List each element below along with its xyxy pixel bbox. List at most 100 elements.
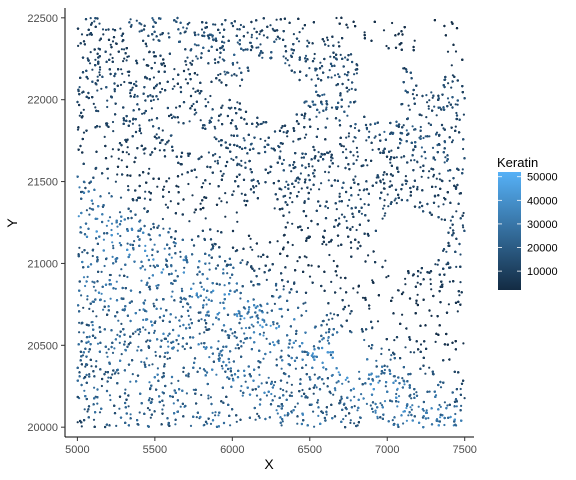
scatter-point [207,151,210,154]
scatter-point [300,187,303,190]
scatter-point [455,405,458,408]
scatter-point [129,380,132,383]
scatter-point [375,176,378,179]
scatter-point [233,335,236,338]
scatter-point [224,215,227,218]
scatter-point [341,382,344,385]
scatter-point [286,221,289,224]
scatter-point [337,165,340,168]
scatter-point [78,331,81,334]
scatter-point [235,420,238,423]
scatter-point [100,87,103,90]
scatter-point [369,404,372,407]
scatter-point [176,349,179,352]
scatter-point [352,154,355,157]
scatter-point [219,301,222,304]
scatter-point [171,290,174,293]
scatter-point [239,389,242,392]
scatter-point [195,44,198,47]
scatter-point [249,237,252,240]
scatter-point [100,292,103,295]
scatter-point [214,127,217,130]
scatter-point [118,341,121,344]
scatter-point [86,57,89,60]
scatter-point [120,159,123,162]
scatter-point [198,367,202,370]
scatter-point [345,219,348,223]
scatter-point [84,365,87,368]
scatter-point [152,98,155,101]
scatter-point [98,68,102,71]
scatter-point [408,108,411,111]
scatter-point [102,238,105,241]
scatter-point [291,243,294,247]
scatter-point [375,359,378,362]
scatter-point [103,135,106,138]
scatter-point [78,186,81,189]
scatter-point [248,41,252,44]
scatter-point [229,424,232,427]
scatter-point [187,68,190,71]
scatter-point [344,56,347,59]
scatter-point [257,46,260,49]
scatter-point [270,147,273,150]
scatter-point [146,254,149,257]
scatter-point [103,300,106,303]
scatter-point [357,193,360,196]
scatter-point [162,404,165,407]
scatter-point [258,152,261,155]
scatter-point [91,324,94,327]
scatter-point [259,137,262,141]
scatter-point [428,99,431,102]
scatter-point [356,151,359,154]
scatter-point [207,394,210,397]
scatter-point [353,136,356,139]
scatter-point [404,277,407,280]
scatter-point [405,406,408,410]
scatter-point [227,106,230,109]
scatter-point [276,412,279,415]
scatter-point [167,190,171,194]
scatter-point [352,140,355,143]
scatter-point [284,62,287,65]
scatter-point [285,390,288,393]
scatter-point [404,175,407,178]
scatter-point [410,397,413,400]
scatter-point [127,185,130,188]
scatter-point [236,220,239,223]
scatter-point [397,289,400,292]
scatter-point [443,401,446,404]
scatter-point [459,253,462,256]
scatter-point [311,352,314,355]
scatter-point [120,353,123,356]
scatter-point [109,273,112,277]
scatter-point [449,226,452,229]
scatter-point [385,276,388,279]
scatter-point [88,33,91,36]
scatter-point [312,410,315,413]
scatter-point [236,101,239,104]
scatter-point [382,178,385,181]
scatter-point [338,200,341,203]
scatter-point [283,414,286,417]
scatter-point [143,197,146,200]
scatter-point [303,136,306,139]
scatter-point [427,107,430,110]
scatter-point [325,323,328,326]
scatter-point [179,250,182,253]
scatter-point [126,146,129,149]
scatter-point [427,105,430,108]
scatter-point [133,93,136,96]
scatter-point [138,124,141,127]
scatter-point [196,73,199,76]
scatter-point [239,318,242,321]
scatter-point [163,247,166,250]
scatter-point [116,232,119,235]
scatter-point [94,106,97,109]
scatter-point [326,117,329,120]
scatter-point [307,104,310,107]
scatter-point [352,287,355,290]
scatter-point [435,114,438,117]
scatter-point [382,29,386,32]
scatter-point [86,298,89,301]
